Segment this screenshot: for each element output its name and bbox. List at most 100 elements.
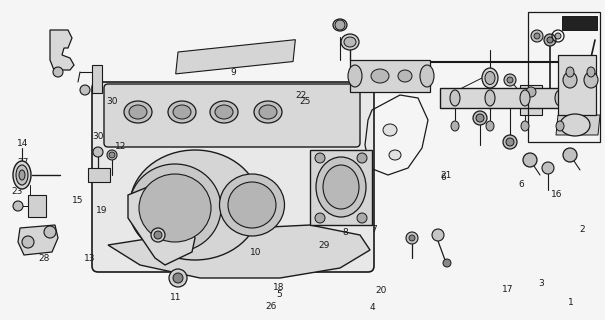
Text: 2: 2 — [579, 225, 585, 234]
Circle shape — [13, 201, 23, 211]
Bar — [558, 55, 596, 115]
Circle shape — [315, 213, 325, 223]
Text: 10: 10 — [249, 248, 261, 257]
Circle shape — [555, 33, 561, 39]
Circle shape — [506, 138, 514, 146]
Ellipse shape — [139, 174, 211, 242]
Ellipse shape — [19, 170, 25, 180]
Ellipse shape — [341, 34, 359, 50]
Polygon shape — [128, 178, 195, 265]
Ellipse shape — [486, 121, 494, 131]
Ellipse shape — [555, 90, 565, 106]
Text: 30: 30 — [92, 132, 104, 141]
Text: 14: 14 — [18, 139, 28, 148]
Ellipse shape — [129, 105, 147, 119]
Ellipse shape — [587, 67, 595, 77]
Ellipse shape — [371, 69, 389, 83]
Text: 9: 9 — [230, 68, 236, 77]
Text: 8: 8 — [342, 228, 348, 237]
Polygon shape — [108, 225, 370, 278]
Circle shape — [151, 228, 165, 242]
Circle shape — [406, 232, 418, 244]
FancyBboxPatch shape — [104, 84, 360, 147]
Text: 5: 5 — [276, 290, 283, 299]
Text: 27: 27 — [18, 158, 28, 167]
Ellipse shape — [323, 165, 359, 209]
Bar — [520, 85, 542, 115]
Polygon shape — [50, 30, 74, 70]
Ellipse shape — [451, 121, 459, 131]
Bar — [350, 60, 430, 92]
Circle shape — [357, 153, 367, 163]
Text: 7: 7 — [371, 225, 377, 234]
Ellipse shape — [389, 150, 401, 160]
Ellipse shape — [228, 182, 276, 228]
Circle shape — [53, 67, 63, 77]
Circle shape — [80, 85, 90, 95]
Text: 20: 20 — [376, 286, 387, 295]
Bar — [92, 65, 102, 93]
Circle shape — [315, 153, 325, 163]
Ellipse shape — [560, 114, 590, 136]
Circle shape — [473, 111, 487, 125]
Text: 30: 30 — [106, 97, 118, 106]
Circle shape — [443, 259, 451, 267]
Circle shape — [107, 150, 117, 160]
Circle shape — [22, 236, 34, 248]
Text: FR.: FR. — [577, 18, 595, 28]
Text: 11: 11 — [169, 293, 181, 302]
Ellipse shape — [482, 68, 498, 88]
Ellipse shape — [398, 70, 412, 82]
Ellipse shape — [124, 101, 152, 123]
Text: 26: 26 — [266, 302, 276, 311]
Ellipse shape — [130, 150, 260, 260]
Ellipse shape — [383, 124, 397, 136]
Circle shape — [432, 229, 444, 241]
Circle shape — [335, 20, 345, 30]
Text: 17: 17 — [502, 285, 514, 294]
Text: 6: 6 — [518, 180, 525, 189]
Text: 18: 18 — [272, 283, 284, 292]
Circle shape — [531, 30, 543, 42]
Text: 6: 6 — [440, 173, 446, 182]
Circle shape — [357, 213, 367, 223]
Text: 19: 19 — [96, 206, 108, 215]
Ellipse shape — [16, 165, 28, 185]
Ellipse shape — [210, 101, 238, 123]
Ellipse shape — [13, 161, 31, 189]
Text: 25: 25 — [300, 97, 311, 106]
Polygon shape — [556, 115, 600, 135]
Bar — [28, 195, 46, 217]
Circle shape — [534, 33, 540, 39]
Ellipse shape — [521, 121, 529, 131]
Circle shape — [544, 34, 556, 46]
Circle shape — [526, 87, 536, 97]
Text: 15: 15 — [71, 196, 83, 205]
Ellipse shape — [220, 174, 284, 236]
Ellipse shape — [316, 157, 366, 217]
Ellipse shape — [420, 65, 434, 87]
Ellipse shape — [450, 90, 460, 106]
Ellipse shape — [485, 90, 495, 106]
Text: 24: 24 — [350, 219, 361, 228]
Circle shape — [169, 269, 187, 287]
Polygon shape — [18, 225, 58, 255]
Polygon shape — [175, 40, 295, 74]
Ellipse shape — [173, 105, 191, 119]
Ellipse shape — [556, 121, 564, 131]
Text: 29: 29 — [318, 241, 329, 250]
Circle shape — [547, 37, 553, 43]
Text: 4: 4 — [369, 303, 375, 312]
Circle shape — [476, 114, 484, 122]
Circle shape — [563, 148, 577, 162]
Ellipse shape — [566, 67, 574, 77]
Text: 21: 21 — [441, 171, 452, 180]
Circle shape — [154, 231, 162, 239]
Ellipse shape — [344, 37, 356, 47]
Ellipse shape — [254, 101, 282, 123]
Circle shape — [93, 147, 103, 157]
Bar — [88, 168, 110, 182]
Text: 22: 22 — [296, 91, 307, 100]
Text: 23: 23 — [11, 187, 22, 196]
Text: 1: 1 — [568, 298, 574, 307]
